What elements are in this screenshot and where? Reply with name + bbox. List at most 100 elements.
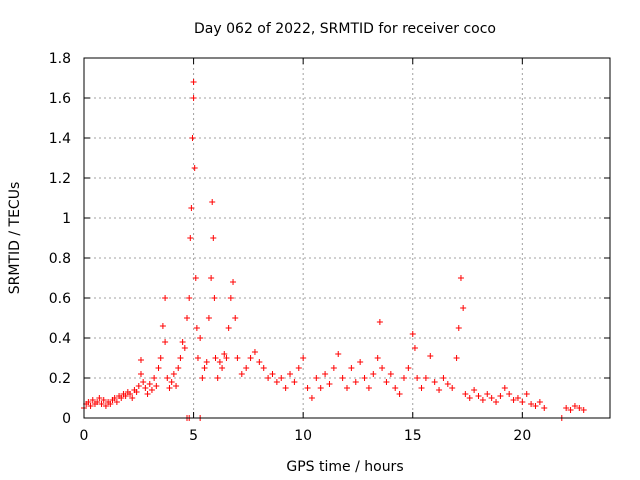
y-tick-label: 0 xyxy=(62,411,71,427)
data-point xyxy=(322,371,329,377)
data-point xyxy=(162,339,169,345)
data-point xyxy=(506,391,513,397)
data-point xyxy=(212,355,219,361)
data-point xyxy=(392,385,399,391)
data-point xyxy=(361,375,368,381)
data-point xyxy=(225,325,232,331)
data-point xyxy=(111,395,118,401)
data-point xyxy=(153,383,160,389)
data-point xyxy=(102,403,109,409)
data-point xyxy=(295,365,302,371)
x-tick-label: 10 xyxy=(294,428,312,444)
data-point xyxy=(191,165,198,171)
data-point xyxy=(205,315,212,321)
data-point xyxy=(379,365,386,371)
y-tick-label: 1.4 xyxy=(49,131,71,147)
data-point xyxy=(414,375,421,381)
data-point xyxy=(348,365,355,371)
data-point xyxy=(383,379,390,385)
data-point xyxy=(186,295,193,301)
data-point xyxy=(155,365,162,371)
data-point xyxy=(269,371,276,377)
data-point xyxy=(87,403,94,409)
data-point xyxy=(335,351,342,357)
data-point xyxy=(192,275,199,281)
data-point xyxy=(166,385,173,391)
data-point xyxy=(159,323,166,329)
y-tick-label: 0.2 xyxy=(49,371,71,387)
data-point xyxy=(317,385,324,391)
chart-title: Day 062 of 2022, SRMTID for receiver coc… xyxy=(194,21,496,37)
x-tick-label: 5 xyxy=(189,428,198,444)
data-point xyxy=(164,375,171,381)
data-point xyxy=(571,403,578,409)
data-point xyxy=(181,345,188,351)
y-tick-label: 1 xyxy=(62,211,71,227)
data-point xyxy=(374,355,381,361)
data-point xyxy=(265,375,272,381)
data-point xyxy=(376,319,383,325)
data-point xyxy=(427,353,434,359)
data-point xyxy=(471,387,478,393)
data-point xyxy=(133,389,140,395)
data-point xyxy=(118,395,125,401)
data-point xyxy=(144,391,151,397)
y-tick-label: 0.8 xyxy=(49,251,71,267)
data-point xyxy=(457,275,464,281)
y-tick-label: 1.6 xyxy=(49,91,71,107)
data-point xyxy=(251,349,258,355)
data-point xyxy=(175,365,182,371)
data-point xyxy=(422,375,429,381)
data-point xyxy=(528,401,535,407)
data-point xyxy=(190,79,197,85)
data-point xyxy=(219,365,226,371)
y-tick-label: 1.2 xyxy=(49,171,71,187)
data-point xyxy=(216,359,223,365)
data-point xyxy=(184,315,191,321)
data-point xyxy=(256,359,263,365)
data-point xyxy=(466,395,473,401)
data-point xyxy=(576,405,583,411)
data-point xyxy=(479,397,486,403)
data-point xyxy=(232,315,239,321)
data-point xyxy=(208,275,215,281)
data-point xyxy=(462,391,469,397)
data-point xyxy=(409,331,416,337)
data-point xyxy=(113,399,120,405)
data-point xyxy=(497,393,504,399)
data-point xyxy=(532,403,539,409)
data-point xyxy=(243,365,250,371)
data-point xyxy=(190,95,197,101)
data-point xyxy=(137,371,144,377)
data-point xyxy=(98,401,105,407)
data-point xyxy=(488,395,495,401)
axis-ticks: 0 0.2 0.4 0.6 0.8 1 1.2 1.4 1.6 1.8 0 5 10 15 20 xyxy=(49,51,610,444)
data-point xyxy=(400,375,407,381)
data-point xyxy=(260,365,267,371)
data-point xyxy=(129,395,136,401)
data-point xyxy=(387,371,394,377)
data-point xyxy=(304,385,311,391)
data-point xyxy=(567,407,574,413)
data-point xyxy=(142,385,149,391)
data-point xyxy=(344,385,350,391)
data-point xyxy=(188,205,195,211)
data-point xyxy=(238,371,245,377)
data-point xyxy=(89,397,96,403)
y-tick-label: 1.8 xyxy=(49,51,71,67)
data-point xyxy=(203,359,210,365)
grid xyxy=(84,58,610,418)
data-point xyxy=(168,379,175,385)
data-point xyxy=(455,325,462,331)
data-point xyxy=(85,399,92,405)
x-tick-label: 15 xyxy=(404,428,422,444)
data-point xyxy=(370,371,377,377)
data-point xyxy=(291,379,298,385)
data-point xyxy=(580,407,587,413)
data-point xyxy=(214,375,221,381)
data-point xyxy=(396,391,403,397)
y-tick-label: 0.6 xyxy=(49,291,71,307)
data-point xyxy=(193,325,200,331)
data-point xyxy=(100,397,107,403)
